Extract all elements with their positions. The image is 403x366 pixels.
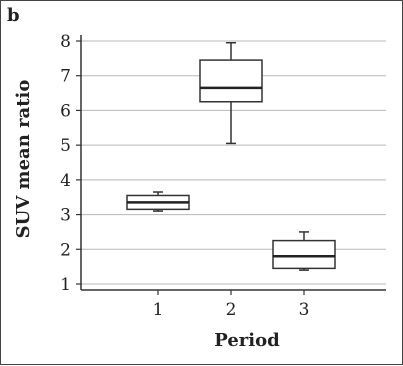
x-axis-label: Period [214,330,280,351]
box-period-3 [272,231,336,271]
y-tick-label-1: 1 [60,275,71,295]
x-tick-label-2: 2 [226,300,237,320]
box-series [126,41,336,271]
x-tick-label-3: 3 [299,300,310,320]
y-tick-label-3: 3 [60,206,71,226]
x-tick-label-1: 1 [153,300,164,320]
y-tick-label-5: 5 [60,136,71,156]
box-period-2 [199,41,263,145]
x-axis-ticks: 1 2 3 [153,290,310,320]
y-axis-label: SUV mean ratio [13,80,34,239]
y-tick-label-6: 6 [60,101,71,121]
iqr-box [199,59,263,103]
y-tick-label-7: 7 [60,67,71,87]
y-tick-label-8: 8 [60,32,71,52]
box-period-1 [126,191,190,212]
y-axis-ticks: 1 2 3 4 5 6 7 8 [60,32,81,295]
iqr-box [272,239,336,270]
y-tick-label-2: 2 [60,240,71,260]
y-tick-label-4: 4 [60,171,71,191]
panel-label: b [7,5,20,26]
gridlines [81,40,386,285]
